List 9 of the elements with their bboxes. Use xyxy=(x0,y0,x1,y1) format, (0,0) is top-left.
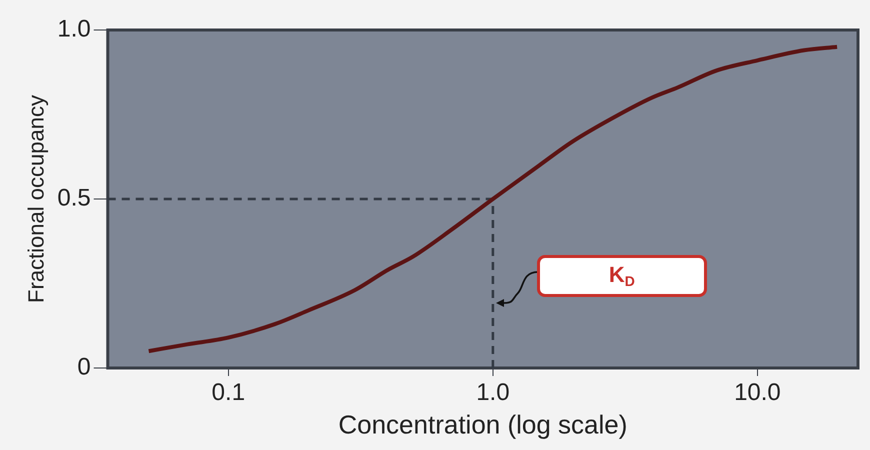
y-axis-title: Fractional occupancy xyxy=(23,95,48,303)
x-axis-title: Concentration (log scale) xyxy=(338,410,628,440)
x-tick-label: 10.0 xyxy=(734,379,781,406)
x-tick-label: 1.0 xyxy=(476,379,510,406)
y-tick-label: 0.5 xyxy=(57,184,91,212)
annotation: K$_{D}$ xyxy=(608,262,635,290)
y-tick-label: 1.0 xyxy=(57,16,91,43)
y-tick-label: 0 xyxy=(77,354,91,381)
x-tick-label: 0.1 xyxy=(212,379,246,406)
